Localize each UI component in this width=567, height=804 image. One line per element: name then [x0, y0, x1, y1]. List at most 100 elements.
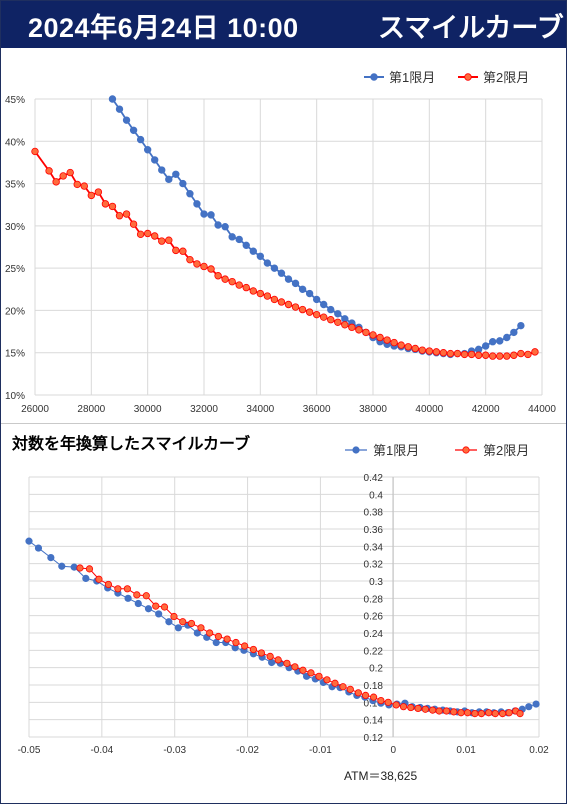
data-point-series2 — [348, 323, 356, 332]
data-point-series2 — [383, 336, 391, 344]
data-point-series2 — [355, 326, 363, 334]
data-point-series1 — [298, 285, 307, 293]
x-tick-label: 26000 — [21, 404, 49, 415]
data-point-series2 — [242, 283, 250, 292]
data-point-series2 — [369, 331, 377, 339]
data-point-series1 — [129, 126, 138, 134]
x-tick-label: 28000 — [77, 404, 105, 415]
chart2-title: 対数を年換算したスマイルカーブ — [12, 436, 251, 453]
x-tick-label: 36000 — [303, 404, 331, 415]
data-point-series2 — [235, 281, 243, 289]
data-point-series2 — [298, 305, 307, 314]
data-point-series2 — [165, 236, 173, 244]
data-point-series1 — [165, 175, 173, 184]
data-point-series2 — [341, 321, 349, 329]
data-point-series1 — [207, 211, 215, 219]
data-point-series2 — [263, 292, 272, 300]
data-point-series2 — [45, 167, 53, 175]
data-point-series1 — [517, 321, 525, 330]
x-tick-label: 30000 — [134, 404, 162, 415]
data-point-series2 — [432, 348, 441, 356]
data-point-series2 — [481, 351, 490, 359]
data-point-series1 — [305, 289, 314, 298]
data-point-series2 — [531, 348, 539, 356]
data-point-series1 — [481, 342, 490, 350]
data-point-series1 — [221, 223, 229, 231]
data-point-series2 — [249, 287, 257, 295]
data-point-series2 — [517, 349, 525, 358]
data-point-series1 — [312, 295, 321, 304]
data-point-series1 — [291, 279, 300, 288]
x-tick-label: 34000 — [246, 404, 274, 415]
legend-label-1: 第1限月 — [389, 70, 435, 85]
data-point-series2 — [439, 349, 448, 357]
data-point-series2 — [122, 210, 131, 218]
y-tick-label: 20% — [5, 306, 25, 317]
data-point-series2 — [277, 298, 286, 306]
data-point-series1 — [284, 275, 293, 283]
data-point-series2 — [186, 255, 194, 264]
data-point-series2 — [312, 310, 321, 319]
data-point-series2 — [87, 191, 96, 200]
data-point-series1 — [249, 247, 257, 255]
x-tick-label: 32000 — [190, 404, 218, 415]
y-tick-label: 45% — [5, 95, 25, 106]
data-point-series1 — [179, 179, 187, 188]
data-point-series1 — [510, 328, 518, 337]
legend-marker-2 — [464, 73, 472, 81]
data-point-series2 — [94, 188, 103, 196]
data-point-series1 — [143, 146, 152, 154]
data-point-series2 — [270, 295, 279, 304]
data-point-series2 — [418, 346, 426, 354]
data-point-series1 — [242, 241, 250, 250]
y-tick-label: 40% — [5, 137, 25, 148]
data-point-series1 — [151, 156, 159, 164]
x-tick-label: 42000 — [472, 404, 500, 415]
y-tick-label: 10% — [5, 391, 25, 402]
data-point-series1 — [115, 105, 124, 113]
data-point-series2 — [411, 344, 419, 353]
data-point-series2 — [221, 275, 229, 283]
data-point-series2 — [305, 308, 314, 316]
x-tick-label: 40000 — [415, 404, 443, 415]
data-point-series1 — [270, 264, 279, 272]
data-point-series2 — [31, 147, 39, 156]
legend-marker-1 — [370, 73, 378, 81]
header-title: スマイルカーブ — [378, 13, 564, 43]
data-point-series2 — [503, 352, 511, 360]
y-tick-label: 30% — [5, 222, 25, 233]
data-point-series2 — [143, 229, 152, 238]
data-point-series1 — [263, 259, 272, 267]
data-point-series1 — [489, 338, 497, 346]
data-point-series2 — [101, 200, 110, 208]
data-point-series2 — [115, 212, 124, 220]
data-point-series1 — [327, 305, 335, 314]
y-tick-label: 15% — [5, 349, 25, 360]
data-point-series2 — [66, 168, 74, 177]
x-tick-label: 38000 — [359, 404, 387, 415]
data-point-series2 — [207, 265, 215, 273]
header-datetime: 2024年6月24日 10:00 — [28, 13, 299, 43]
data-point-series2 — [200, 262, 208, 271]
legend-label-2: 第2限月 — [483, 70, 529, 85]
data-point-series1 — [235, 235, 243, 244]
data-point-series2 — [284, 300, 293, 309]
data-point-series1 — [158, 166, 166, 174]
data-point-series2 — [172, 246, 180, 255]
data-point-series2 — [291, 303, 300, 311]
data-point-series1 — [193, 200, 201, 208]
data-point-series1 — [214, 221, 222, 229]
y-tick-label: 35% — [5, 180, 25, 191]
data-point-series1 — [228, 233, 236, 241]
data-point-series2 — [390, 338, 398, 347]
data-point-series1 — [334, 310, 342, 318]
data-point-series1 — [108, 95, 117, 103]
data-point-series1 — [186, 190, 194, 198]
data-point-series2 — [327, 316, 335, 324]
data-point-series2 — [179, 247, 187, 255]
data-point-series2 — [446, 349, 455, 358]
data-point-series2 — [474, 351, 483, 359]
data-point-series2 — [151, 232, 159, 240]
data-point-series2 — [376, 333, 384, 342]
